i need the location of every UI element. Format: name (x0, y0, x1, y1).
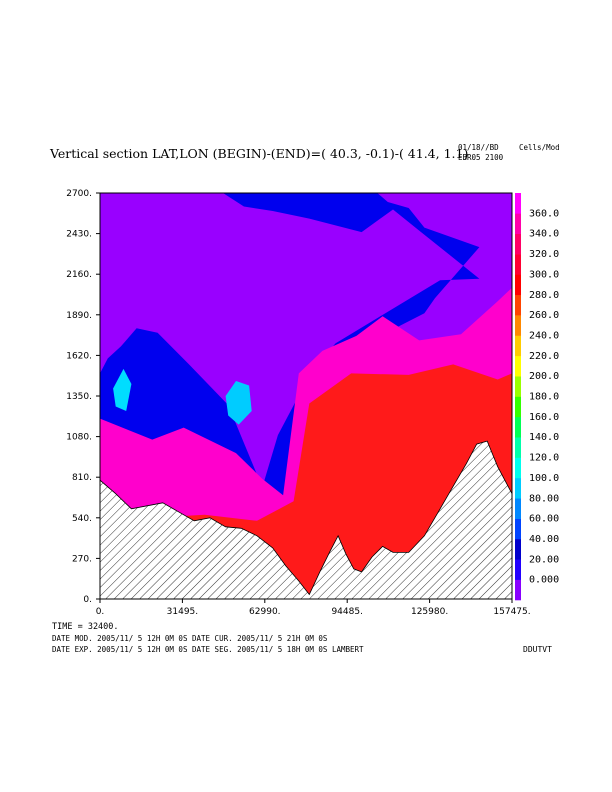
date-tag: 01/18//BD (458, 143, 499, 152)
region-cyan-pocket-mid (225, 381, 252, 425)
colorbar-label: 340.0 (529, 229, 559, 240)
colorbar-label: 100.0 (529, 473, 559, 484)
x-tick-label: 0. (96, 607, 105, 617)
colorbar-swatch (515, 518, 521, 540)
colorbar-label: 280.0 (529, 290, 559, 301)
x-tick-label: 62990. (249, 607, 281, 617)
colorbar-label: 180.0 (529, 392, 559, 403)
axis-ticks: 0. 31495. 62990. 94485. 125980. 157475. 0. 270.… (66, 189, 530, 617)
colorbar-swatch (515, 498, 521, 519)
time-readout: TIME = 32400. (52, 622, 119, 632)
y-tick-label: 1890. (66, 311, 92, 321)
y-tick-label: 1350. (66, 392, 92, 402)
x-tick-label: 125980. (411, 607, 448, 617)
y-tick-label: 0. (83, 595, 92, 605)
colorbar-swatch (515, 213, 521, 234)
x-tick-label: 94485. (331, 607, 363, 617)
date-info-line-1: DATE MOD. 2005/11/ 5 12H 0M 0S DATE CUR.… (52, 634, 328, 643)
colorbar-label: 320.0 (529, 249, 559, 260)
colorbar-label: 20.00 (529, 554, 559, 565)
colorbar-swatch (515, 579, 521, 601)
x-tick-label: 31495. (167, 607, 199, 617)
colorbar-label: 220.0 (529, 351, 559, 362)
colorbar-label: 300.0 (529, 269, 559, 280)
region-cyan-pocket-left (113, 368, 132, 411)
y-tick-label: 540. (72, 514, 92, 524)
units-label: Cells/Mod (519, 143, 560, 152)
colorbar-swatch (515, 355, 521, 377)
y-tick-label: 270. (72, 554, 92, 564)
colorbar-swatch (515, 315, 521, 336)
colorbar-swatch (515, 437, 521, 458)
colorbar-label: 40.00 (529, 534, 559, 545)
y-tick-label: 2430. (66, 230, 92, 240)
colorbar-swatch (515, 254, 521, 275)
y-tick-label: 2700. (66, 189, 92, 199)
date-info-line-2: DATE EXP. 2005/11/ 5 12H 0M 0S DATE SEG.… (52, 645, 364, 654)
colorbar-swatch (515, 559, 521, 580)
colorbar-swatch (515, 233, 521, 255)
colorbar-label: 120.0 (529, 453, 559, 464)
y-tick-label: 810. (72, 473, 92, 483)
region-blue-core (100, 193, 480, 497)
colorbar-label: 140.0 (529, 432, 559, 443)
colorbar-swatch (515, 457, 521, 479)
variable-name: DDUTVT (523, 645, 552, 654)
colorbar-swatch (515, 396, 521, 418)
colorbar-label: 360.0 (529, 208, 559, 219)
colorbar-label: 240.0 (529, 330, 559, 341)
colorbar-swatch (515, 538, 521, 560)
plot-area (100, 193, 512, 599)
y-tick-label: 1620. (66, 351, 92, 361)
x-tick-label: 157475. (493, 607, 530, 617)
experiment-tag: EBR05 2100 (458, 153, 504, 162)
colorbar-swatch (515, 477, 521, 499)
y-tick-label: 1080. (66, 433, 92, 443)
colorbar-label: 200.0 (529, 371, 559, 382)
terrain-hatch (100, 440, 512, 599)
colorbar-swatch (515, 193, 521, 214)
colorbar-label: 60.00 (529, 514, 559, 525)
colorbar-label: 80.00 (529, 493, 559, 504)
colorbar-label: 0.000 (529, 575, 559, 586)
colorbar: 0.000 20.00 40.00 60.00 80.00 100.0 120.0 140.0… (515, 193, 559, 601)
colorbar-label: 260.0 (529, 310, 559, 321)
colorbar-swatch (515, 376, 521, 397)
y-tick-label: 2160. (66, 270, 92, 280)
colorbar-swatch (515, 294, 521, 316)
chart-title: Vertical section LAT,LON (BEGIN)-(END)=(… (50, 146, 469, 161)
colorbar-label: 160.0 (529, 412, 559, 423)
colorbar-swatch (515, 335, 521, 357)
colorbar-swatch (515, 274, 521, 296)
colorbar-swatch (515, 416, 521, 438)
